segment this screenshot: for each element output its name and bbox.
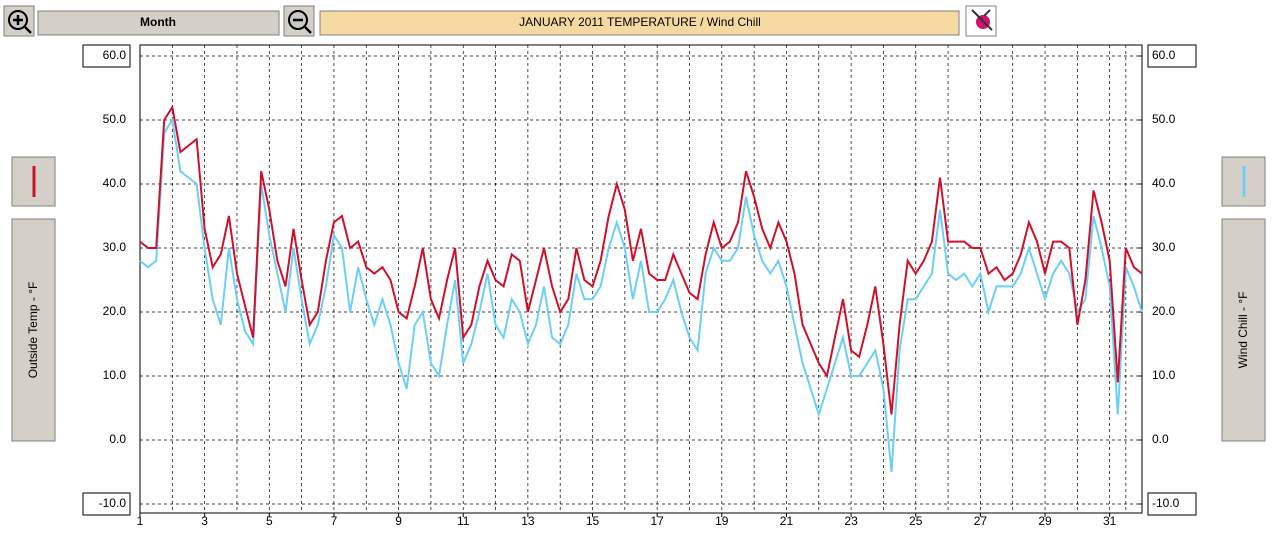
period-button[interactable] xyxy=(37,10,280,36)
x-tick-label: 3 xyxy=(201,514,208,528)
x-tick-label: 13 xyxy=(521,514,535,528)
print-glyph xyxy=(971,9,993,31)
x-tick-label: 11 xyxy=(457,514,470,528)
x-tick-label: 17 xyxy=(650,514,664,528)
x-tick-label: 23 xyxy=(844,514,858,528)
zoom-in-icon xyxy=(13,15,32,34)
y-tick-label: -10.0 xyxy=(99,496,127,510)
y-tick-box xyxy=(82,44,131,68)
zoom-in[interactable] xyxy=(3,5,35,37)
y2-axis-label: Wind Chill - °F xyxy=(1236,292,1250,369)
y-tick-label: 10.0 xyxy=(103,368,127,382)
series-line xyxy=(139,104,1143,415)
y2-tick-label: 60.0 xyxy=(1152,48,1176,62)
y-tick-label: 40.0 xyxy=(103,176,127,190)
y-tick-label: 50.0 xyxy=(103,112,127,126)
y2-tick-label: 20.0 xyxy=(1152,304,1176,318)
y-tick-label: 0.0 xyxy=(109,432,126,446)
x-tick-label: 9 xyxy=(395,514,402,528)
y2label-button[interactable] xyxy=(1221,218,1266,442)
zoom-out[interactable] xyxy=(283,5,315,37)
zoom-out-icon xyxy=(293,18,312,34)
x-tick-label: 31 xyxy=(1103,514,1117,528)
x-tick-label: 27 xyxy=(974,514,988,528)
y2-tick-label: 30.0 xyxy=(1152,240,1176,254)
y2-tick-box xyxy=(1147,492,1197,516)
y-axis-label: Outside Temp - °F xyxy=(26,282,40,379)
y2-tick-label: 10.0 xyxy=(1152,368,1176,382)
x-tick-label: 21 xyxy=(780,514,794,528)
chart-title: JANUARY 2011 TEMPERATURE / Wind Chill xyxy=(519,15,761,29)
y2-tick-box xyxy=(1147,44,1197,68)
x-tick-label: 1 xyxy=(137,514,144,528)
x-tick-label: 25 xyxy=(909,514,923,528)
y2-tick-label: 0.0 xyxy=(1152,432,1169,446)
x-tick-label: 19 xyxy=(715,514,729,528)
period-label: Month xyxy=(140,15,176,29)
x-tick-label: 7 xyxy=(331,514,338,528)
plot-frame xyxy=(139,44,1143,514)
y2-tick-label: -10.0 xyxy=(1152,496,1180,510)
x-tick-label: 5 xyxy=(266,514,273,528)
y-tick-label: 20.0 xyxy=(103,304,127,318)
print-icon[interactable] xyxy=(965,5,997,37)
ylabel-button[interactable] xyxy=(11,218,56,442)
y-tick-label: 60.0 xyxy=(103,48,127,62)
x-tick-label: 15 xyxy=(586,514,600,528)
y-tick-box xyxy=(82,492,131,516)
y2-tick-label: 40.0 xyxy=(1152,176,1176,190)
series-line xyxy=(139,117,1143,473)
x-tick-label: 29 xyxy=(1038,514,1052,528)
title-box xyxy=(319,10,960,36)
y-tick-label: 30.0 xyxy=(103,240,127,254)
y2-tick-label: 50.0 xyxy=(1152,112,1176,126)
